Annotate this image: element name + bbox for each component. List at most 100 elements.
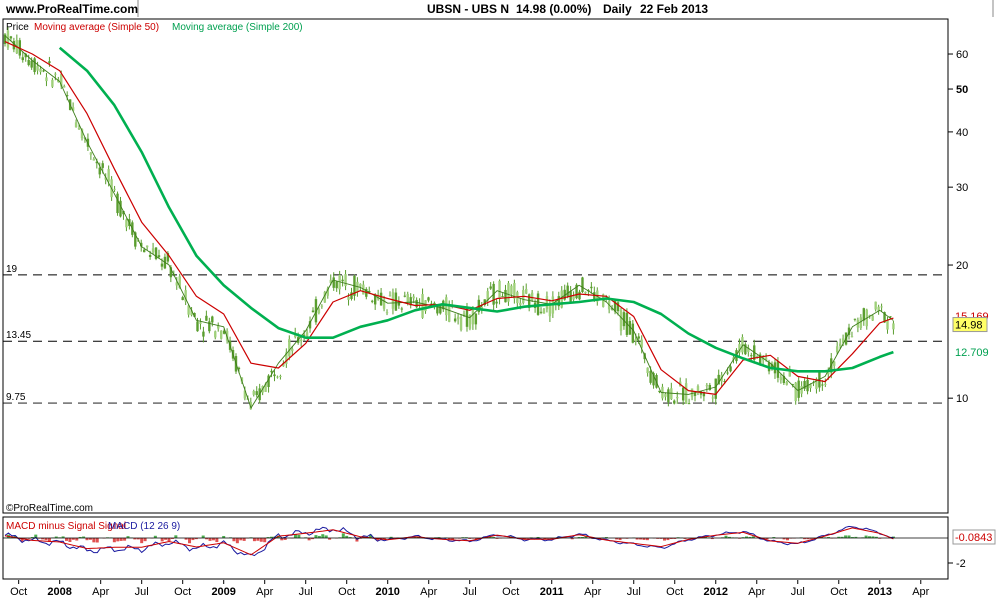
price-bar-body (744, 344, 747, 355)
macd-histogram-bar (389, 536, 393, 538)
price-bar-body (711, 397, 714, 399)
price-bar-body (448, 304, 451, 322)
macd-panel-frame (2, 516, 949, 580)
price-bar-body (418, 303, 421, 305)
price-bar-body (113, 188, 116, 190)
macd-histogram-bar (341, 533, 345, 538)
price-bar-body (45, 77, 48, 82)
price-bar-body (350, 292, 353, 299)
macd-histogram-bar (297, 534, 301, 538)
price-bar-body (868, 314, 871, 316)
price-bar-body (222, 330, 226, 334)
instrument-name: UBSN - UBS N (427, 2, 509, 16)
macd-histogram-bar (133, 538, 137, 540)
time-axis-label-19: Jul (791, 586, 805, 598)
time-axis-label-1: 2008 (47, 586, 71, 598)
macd-histogram-bar (868, 536, 872, 538)
price-bar-body (456, 316, 460, 320)
price-bar-body (148, 255, 152, 257)
price-bar-body (557, 296, 560, 307)
time-axis-label-9: 2010 (375, 586, 399, 598)
macd-histogram-bar (468, 538, 472, 539)
macd-legend-macd: MACD (12 26 9) (108, 521, 180, 532)
price-bar-body (157, 255, 161, 258)
price-bar-body (664, 394, 667, 397)
time-axis-label-7: Jul (299, 586, 313, 598)
price-bar-body (676, 396, 679, 399)
time-axis-label-16: Oct (666, 586, 683, 598)
macd-histogram-bar (167, 538, 171, 541)
price-bar-body (436, 305, 439, 314)
price-bar-body (572, 296, 575, 300)
price-bar-body (453, 318, 457, 322)
macd-histogram-bar (765, 538, 769, 540)
macd-histogram-bar (208, 538, 212, 541)
price-bar-body (9, 36, 13, 39)
macd-histogram-bar (837, 536, 841, 538)
price-bar-body (409, 297, 412, 306)
price-bar-body (758, 354, 762, 365)
price-bar-body (311, 310, 315, 313)
macd-histogram-bar (451, 538, 455, 540)
macd-histogram-bar (95, 538, 99, 543)
price-bar-body (255, 391, 258, 396)
macd-histogram-bar (270, 536, 274, 538)
price-bar-body (252, 391, 255, 395)
macd-histogram-bar (164, 538, 168, 540)
macd-histogram-bar (703, 536, 707, 538)
macd-histogram-bar (772, 537, 776, 538)
macd-histogram-bar (170, 538, 174, 539)
price-bar-body (178, 276, 181, 289)
macd-axis: -0.0843 -2 (948, 529, 996, 570)
macd-histogram-bar (324, 535, 328, 538)
time-axis-label-8: Oct (338, 586, 355, 598)
price-bar-body (729, 366, 732, 372)
price-bar-body (756, 356, 759, 358)
price-bar-body (320, 305, 324, 307)
macd-histogram-bar (413, 537, 417, 538)
macd-histogram-bar (71, 538, 75, 540)
macd-histogram-bar (403, 538, 407, 540)
quote-date: 22 Feb 2013 (640, 2, 708, 16)
macd-histogram-bar (123, 538, 127, 541)
macd-histogram-bar (803, 538, 807, 540)
price-bar-body (723, 381, 726, 383)
price-bar-body (71, 107, 75, 111)
price-bar-body (299, 339, 303, 342)
level-label-1: 13.45 (6, 330, 31, 341)
price-bar-body (276, 376, 279, 378)
macd-histogram-bar (375, 538, 379, 541)
price-bar-body (326, 288, 329, 296)
time-axis-label-20: Oct (830, 586, 847, 598)
price-bar-body (877, 306, 880, 312)
macd-histogram-bar (543, 538, 547, 540)
macd-histogram-bar (475, 538, 479, 540)
macd-histogram-bar (488, 536, 492, 538)
timeframe: Daily (603, 2, 632, 16)
macd-histogram-bar (864, 535, 868, 538)
price-bar-body (412, 296, 415, 299)
time-axis-label-21: 2013 (868, 586, 892, 598)
price-bar-body (33, 58, 36, 73)
macd-histogram-bar (669, 538, 673, 540)
macd-histogram-bar (47, 538, 51, 542)
macd-histogram-bar (673, 538, 677, 539)
macd-histogram-bar (806, 538, 810, 540)
macd-histogram-bar (293, 534, 297, 538)
price-bar-body (51, 79, 54, 87)
price-bar-body (684, 383, 688, 404)
price-bar-body (101, 163, 104, 168)
price-bar-body (134, 232, 137, 247)
legend-ma200: Moving average (Simple 200) (172, 22, 303, 33)
macd-histogram-bar (136, 538, 140, 540)
macd-badge-box (952, 529, 996, 545)
price-bar-body (542, 309, 546, 314)
price-bar-body (880, 306, 883, 308)
macd-histogram-bar (215, 538, 219, 543)
price-bar-body (403, 295, 406, 297)
macd-histogram-bar (345, 535, 349, 538)
price-bar-body (874, 301, 877, 310)
time-axis-label-10: Apr (420, 586, 437, 598)
price-bar-body (371, 300, 374, 302)
price-bar-body (341, 279, 344, 282)
